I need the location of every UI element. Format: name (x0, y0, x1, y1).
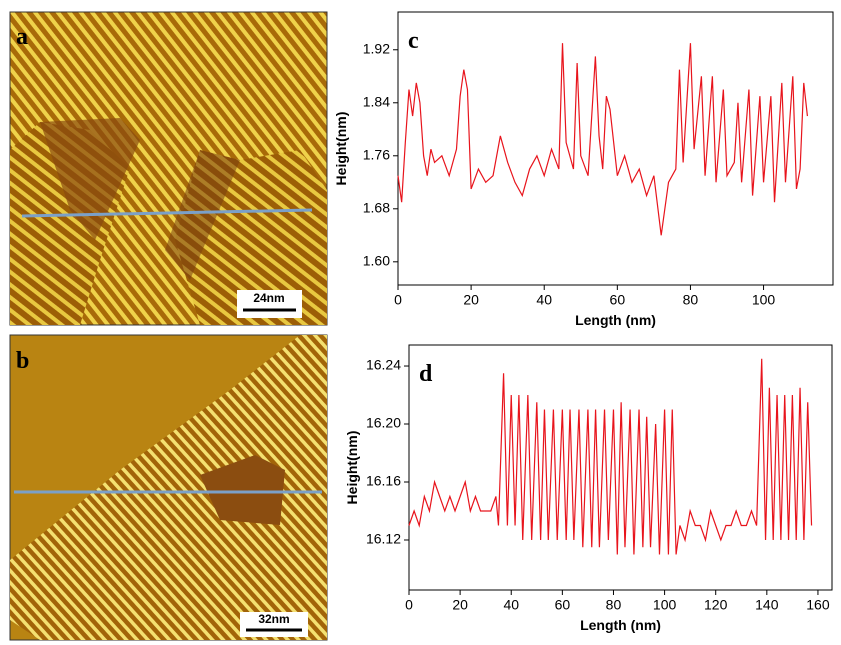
y-tick-label: 1.68 (363, 200, 390, 216)
y-axis-label: Height(nm) (344, 431, 360, 505)
x-tick-label: 80 (606, 597, 622, 613)
x-axis-label: Length (nm) (580, 617, 661, 633)
y-tick-label: 16.20 (366, 415, 401, 431)
panel-label: b (16, 348, 29, 374)
y-axis-label: Height(nm) (333, 112, 349, 186)
scale-bar-label: 32nm (258, 612, 289, 626)
x-tick-label: 0 (394, 292, 402, 308)
x-tick-label: 40 (503, 597, 519, 613)
x-axis-label: Length (nm) (575, 312, 656, 328)
image-b: b 32nm (9, 334, 328, 641)
x-tick-label: 20 (463, 292, 479, 308)
x-tick-label: 60 (610, 292, 626, 308)
panel-label: d (419, 361, 433, 387)
panel-label: c (408, 28, 419, 54)
y-tick-label: 1.60 (363, 253, 390, 269)
line-series (408, 358, 813, 555)
image-a: a 24nm (9, 11, 328, 326)
scale-bar-label: 24nm (253, 291, 284, 305)
y-tick-label: 1.92 (363, 40, 390, 56)
x-tick-label: 100 (752, 292, 776, 308)
x-tick-label: 80 (683, 292, 699, 308)
y-tick-label: 16.24 (366, 357, 401, 373)
plot-frame (408, 344, 833, 591)
x-tick-label: 140 (755, 597, 779, 613)
x-tick-label: 60 (555, 597, 571, 613)
x-tick-label: 100 (653, 597, 677, 613)
y-tick-label: 16.12 (366, 531, 401, 547)
x-tick-label: 160 (806, 597, 830, 613)
line-series (397, 43, 809, 236)
y-tick-label: 16.16 (366, 473, 401, 489)
y-tick-label: 1.76 (363, 146, 390, 162)
x-tick-label: 20 (452, 597, 468, 613)
x-tick-label: 40 (536, 292, 552, 308)
panel-label: a (16, 24, 28, 50)
y-tick-label: 1.84 (363, 93, 390, 109)
plot-frame (397, 11, 834, 286)
x-tick-label: 0 (405, 597, 413, 613)
x-tick-label: 120 (704, 597, 728, 613)
